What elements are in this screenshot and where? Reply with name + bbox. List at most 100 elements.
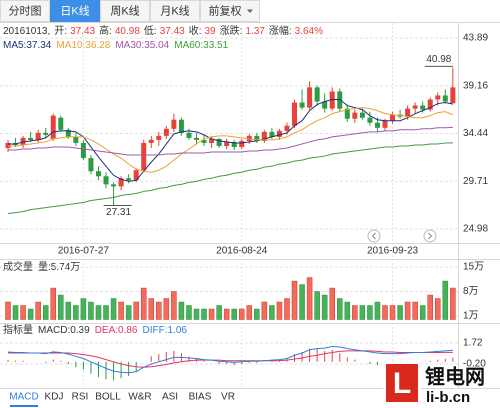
volume-bar xyxy=(397,305,403,320)
volume-bar xyxy=(427,294,433,320)
volume-bar xyxy=(156,301,162,320)
ma-legend: MA5:37.34 MA10:36.28 MA30:35.04 MA60:33.51 xyxy=(3,40,229,51)
volume-bar xyxy=(269,305,275,320)
volume-bar xyxy=(5,301,11,320)
candle-body xyxy=(374,122,380,128)
indicator-line xyxy=(8,350,453,368)
indicator-tab[interactable]: VR xyxy=(221,392,235,403)
volume-bar xyxy=(442,280,449,320)
tab-bg xyxy=(150,0,200,22)
indicator-tab[interactable]: KDJ xyxy=(45,392,64,403)
info-value: 1.37 xyxy=(245,26,265,37)
legend-entry: MA30:35.04 xyxy=(115,40,169,51)
info-label: 低: xyxy=(144,24,157,37)
info-value: 3.64% xyxy=(295,26,323,37)
candle-body xyxy=(307,87,313,108)
candle-body xyxy=(103,176,109,185)
candle-body xyxy=(382,120,388,128)
legend-entry: MA60:33.51 xyxy=(174,40,228,51)
info-date: 20161013, xyxy=(3,26,50,37)
volume-bar xyxy=(133,301,139,320)
candle-body xyxy=(216,138,222,146)
indicator-tab[interactable]: RSI xyxy=(72,392,89,403)
volume-bar xyxy=(12,305,19,320)
indicator-tab[interactable]: BIAS xyxy=(189,392,212,403)
candle-body xyxy=(284,125,290,131)
candle-body xyxy=(344,108,350,119)
volume-bar xyxy=(329,287,335,320)
tab[interactable]: 月K线 xyxy=(150,0,200,22)
volume-bar xyxy=(367,305,373,320)
volume-bar xyxy=(201,308,207,320)
volume-bar xyxy=(95,305,102,320)
y-tick-label: 43.89 xyxy=(463,33,488,44)
volume-bar xyxy=(171,291,177,320)
indicator-line xyxy=(7,142,453,215)
candle-body xyxy=(254,135,260,141)
info-value: 37.43 xyxy=(70,26,95,37)
candle-body xyxy=(50,115,56,139)
y-tick-label: 15万 xyxy=(463,262,484,273)
volume-bar xyxy=(306,277,313,320)
volume-bar xyxy=(20,305,26,320)
candle-body xyxy=(88,158,94,172)
tab[interactable]: 日K线 xyxy=(50,0,100,22)
volume-bar xyxy=(80,298,87,320)
volume-bar xyxy=(419,305,426,320)
volume-bar xyxy=(27,308,34,320)
candle-body xyxy=(239,140,245,147)
tab[interactable]: 分时图 xyxy=(0,0,50,22)
indicator-tab[interactable]: W&R xyxy=(128,392,151,403)
dropdown-icon xyxy=(247,9,253,13)
tab-label: 分时图 xyxy=(9,4,42,17)
x-tick-label: 2016-09-23 xyxy=(367,246,419,257)
indicator-tab[interactable]: ASI xyxy=(162,392,178,403)
annotation: 27.31 xyxy=(106,207,131,218)
candle-body xyxy=(390,114,396,121)
volume-bar xyxy=(110,298,117,320)
volume-bar xyxy=(450,287,456,320)
candle-body xyxy=(367,117,373,123)
candle-body xyxy=(224,141,230,146)
info-label: 涨跌: xyxy=(220,24,243,37)
volume-bar xyxy=(223,308,230,320)
y-tick-label: 24.98 xyxy=(463,224,488,235)
volume-bar xyxy=(231,308,237,320)
volume-bar xyxy=(140,287,147,320)
candle-body xyxy=(194,137,199,140)
indicator-tab[interactable]: BOLL xyxy=(95,392,121,403)
info-label: 高: xyxy=(99,24,112,37)
volume-bar xyxy=(404,301,411,320)
indicator-line xyxy=(8,99,453,182)
candle-body xyxy=(261,131,267,141)
candle-body xyxy=(178,119,184,133)
info-label: 收: xyxy=(189,24,202,37)
tab[interactable]: 前复权 xyxy=(200,0,260,22)
candle-body xyxy=(118,178,124,187)
indicator-tab[interactable]: MACD xyxy=(9,392,38,403)
candle-body xyxy=(314,87,320,102)
nav-next[interactable] xyxy=(423,229,437,243)
pane-subtitle: 量:5.74万 xyxy=(38,261,80,273)
logo-name: 锂电网 xyxy=(425,364,485,388)
background xyxy=(0,22,500,408)
candle-body xyxy=(141,142,147,171)
tab-bg xyxy=(100,0,150,22)
tab-label: 周K线 xyxy=(110,3,139,17)
volume-bar xyxy=(50,287,56,320)
y-tick-label: 1万 xyxy=(463,311,479,322)
quote-info: 20161013, 开: 37.43 高: 40.98 低: 37.43 收: 39 涨跌: 1.3… xyxy=(3,24,323,37)
candle-body xyxy=(73,136,79,143)
y-tick-label: 8万 xyxy=(463,286,479,297)
y-tick-label: 39.16 xyxy=(463,80,488,91)
volume-bar xyxy=(299,284,305,320)
volume-bar xyxy=(208,308,215,320)
candle-body xyxy=(299,102,305,108)
volume-bar xyxy=(118,301,124,320)
candle-body xyxy=(420,105,426,110)
legend-entry: MA5:37.34 xyxy=(3,40,52,51)
nav-prev[interactable] xyxy=(367,229,381,243)
volume-bar xyxy=(254,308,260,320)
tab[interactable]: 周K线 xyxy=(100,0,150,22)
